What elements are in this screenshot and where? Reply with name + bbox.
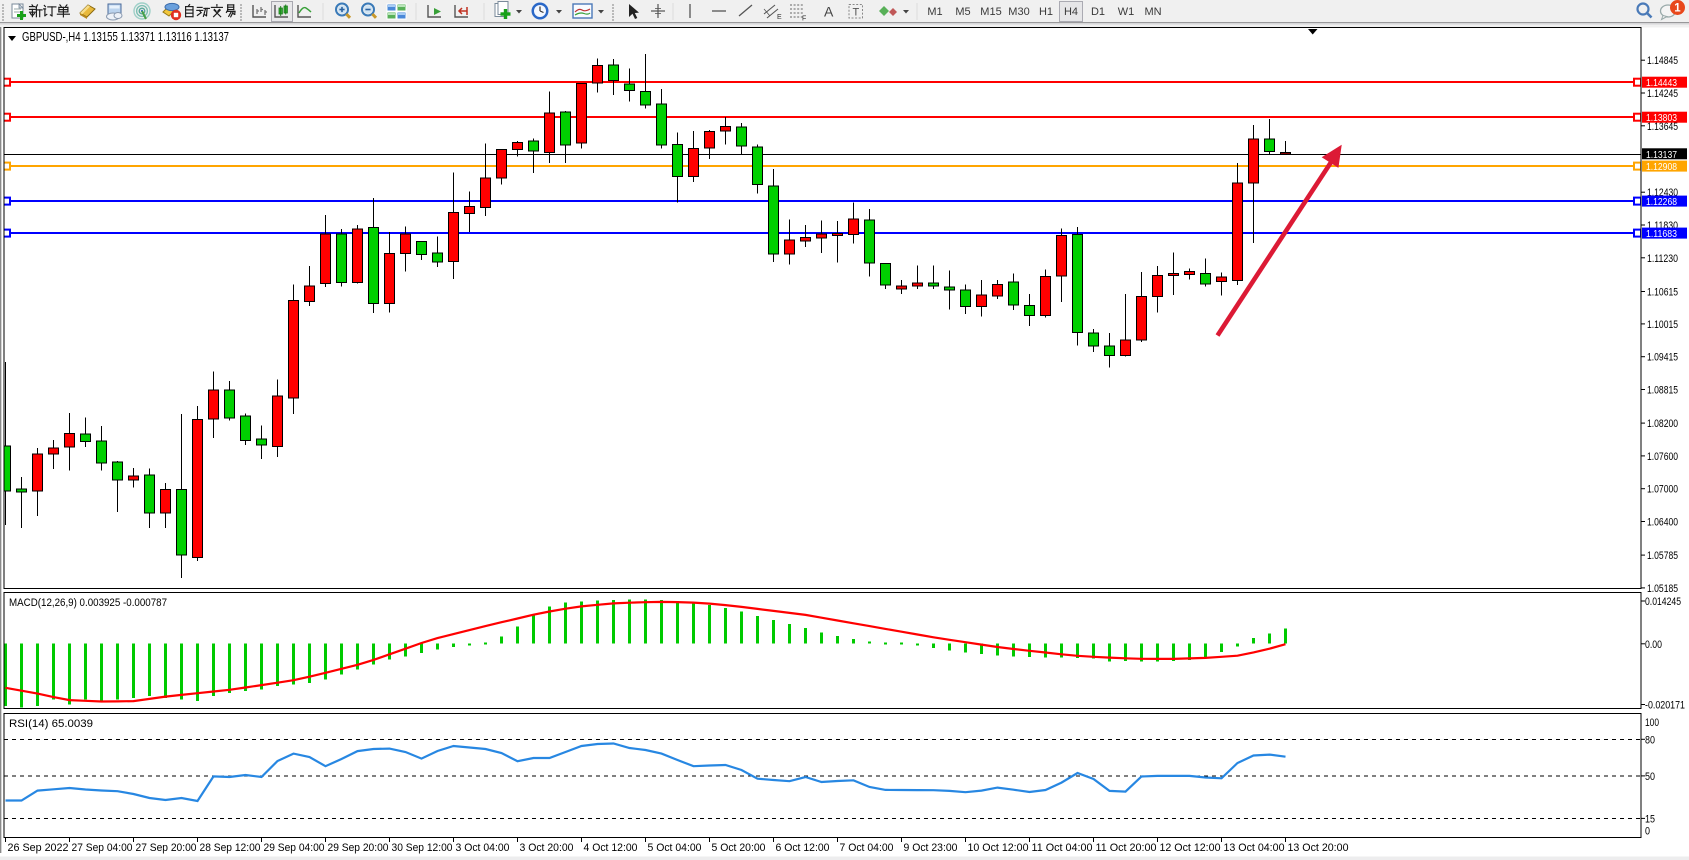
svg-text:26 Sep 2022: 26 Sep 2022 (8, 842, 69, 854)
svg-text:1.05185: 1.05185 (1647, 583, 1678, 595)
svg-text:1.14443: 1.14443 (1646, 77, 1677, 89)
svg-text:80: 80 (1645, 734, 1655, 746)
svg-text:11 Oct 20:00: 11 Oct 20:00 (1096, 842, 1157, 854)
svg-text:1.13137: 1.13137 (1646, 149, 1677, 161)
svg-text:M30: M30 (1008, 6, 1029, 18)
svg-text:H4: H4 (1064, 6, 1078, 18)
svg-text:A: A (824, 4, 834, 20)
svg-text:1.08200: 1.08200 (1647, 418, 1678, 430)
svg-text:MN: MN (1144, 6, 1161, 18)
svg-text:1.05785: 1.05785 (1647, 550, 1678, 562)
svg-text:28 Sep 12:00: 28 Sep 12:00 (200, 842, 261, 854)
svg-text:1: 1 (1674, 3, 1681, 15)
svg-text:27 Sep 04:00: 27 Sep 04:00 (72, 842, 133, 854)
svg-text:6 Oct 12:00: 6 Oct 12:00 (776, 842, 830, 854)
svg-text:E: E (777, 14, 782, 21)
svg-text:D1: D1 (1091, 6, 1105, 18)
svg-text:3 Oct 20:00: 3 Oct 20:00 (520, 842, 574, 854)
svg-text:30 Sep 12:00: 30 Sep 12:00 (392, 842, 453, 854)
svg-text:10 Oct 12:00: 10 Oct 12:00 (968, 842, 1029, 854)
svg-text:29 Sep 04:00: 29 Sep 04:00 (264, 842, 325, 854)
svg-text:H1: H1 (1039, 6, 1053, 18)
svg-text:1.07000: 1.07000 (1647, 484, 1678, 496)
svg-text:GBPUSD-,H4 1.13155 1.13371 1.: GBPUSD-,H4 1.13155 1.13371 1.13116 1.131… (22, 30, 229, 44)
svg-text:5 Oct 04:00: 5 Oct 04:00 (648, 842, 702, 854)
svg-text:0.014245: 0.014245 (1645, 596, 1681, 608)
svg-text:1.14845: 1.14845 (1647, 55, 1678, 67)
svg-text:4 Oct 12:00: 4 Oct 12:00 (584, 842, 638, 854)
svg-text:M5: M5 (955, 6, 970, 18)
svg-text:27 Sep 20:00: 27 Sep 20:00 (136, 842, 197, 854)
svg-text:50: 50 (1645, 771, 1655, 783)
svg-text:1.11230: 1.11230 (1647, 253, 1678, 265)
svg-text:0: 0 (1645, 826, 1650, 838)
svg-text:12 Oct 12:00: 12 Oct 12:00 (1160, 842, 1221, 854)
svg-text:T: T (853, 7, 860, 19)
svg-text:7 Oct 04:00: 7 Oct 04:00 (840, 842, 894, 854)
svg-text:1.10015: 1.10015 (1647, 319, 1678, 331)
svg-text:M1: M1 (927, 6, 942, 18)
svg-text:15: 15 (1645, 813, 1655, 825)
svg-text:9 Oct 23:00: 9 Oct 23:00 (904, 842, 958, 854)
svg-text:1.07600: 1.07600 (1647, 451, 1678, 463)
svg-text:1.09415: 1.09415 (1647, 352, 1678, 364)
svg-text:1.12908: 1.12908 (1646, 161, 1677, 173)
svg-text:13 Oct 04:00: 13 Oct 04:00 (1224, 842, 1285, 854)
svg-text:1.11683: 1.11683 (1646, 228, 1677, 240)
svg-text:13 Oct 20:00: 13 Oct 20:00 (1288, 842, 1349, 854)
svg-text:1.13645: 1.13645 (1647, 121, 1678, 133)
svg-text:100: 100 (1645, 717, 1659, 729)
svg-text:1.12268: 1.12268 (1646, 196, 1677, 208)
svg-text:1.13803: 1.13803 (1646, 112, 1677, 124)
svg-text:W1: W1 (1118, 6, 1135, 18)
svg-text:0.00: 0.00 (1645, 639, 1662, 651)
svg-text:5 Oct 20:00: 5 Oct 20:00 (712, 842, 766, 854)
svg-text:1.10615: 1.10615 (1647, 287, 1678, 299)
svg-text:MACD(12,26,9) 0.003925 -0.0007: MACD(12,26,9) 0.003925 -0.000787 (9, 597, 167, 609)
svg-text:1.08815: 1.08815 (1647, 385, 1678, 397)
svg-text:F: F (802, 16, 806, 23)
svg-text:3 Oct 04:00: 3 Oct 04:00 (456, 842, 510, 854)
svg-text:M15: M15 (980, 6, 1001, 18)
svg-text:RSI(14) 65.0039: RSI(14) 65.0039 (9, 718, 93, 730)
svg-text:1.14245: 1.14245 (1647, 88, 1678, 100)
svg-text:11 Oct 04:00: 11 Oct 04:00 (1032, 842, 1093, 854)
svg-text:29 Sep 20:00: 29 Sep 20:00 (328, 842, 389, 854)
svg-text:1.06400: 1.06400 (1647, 517, 1678, 529)
svg-text:-0.020171: -0.020171 (1645, 700, 1685, 712)
